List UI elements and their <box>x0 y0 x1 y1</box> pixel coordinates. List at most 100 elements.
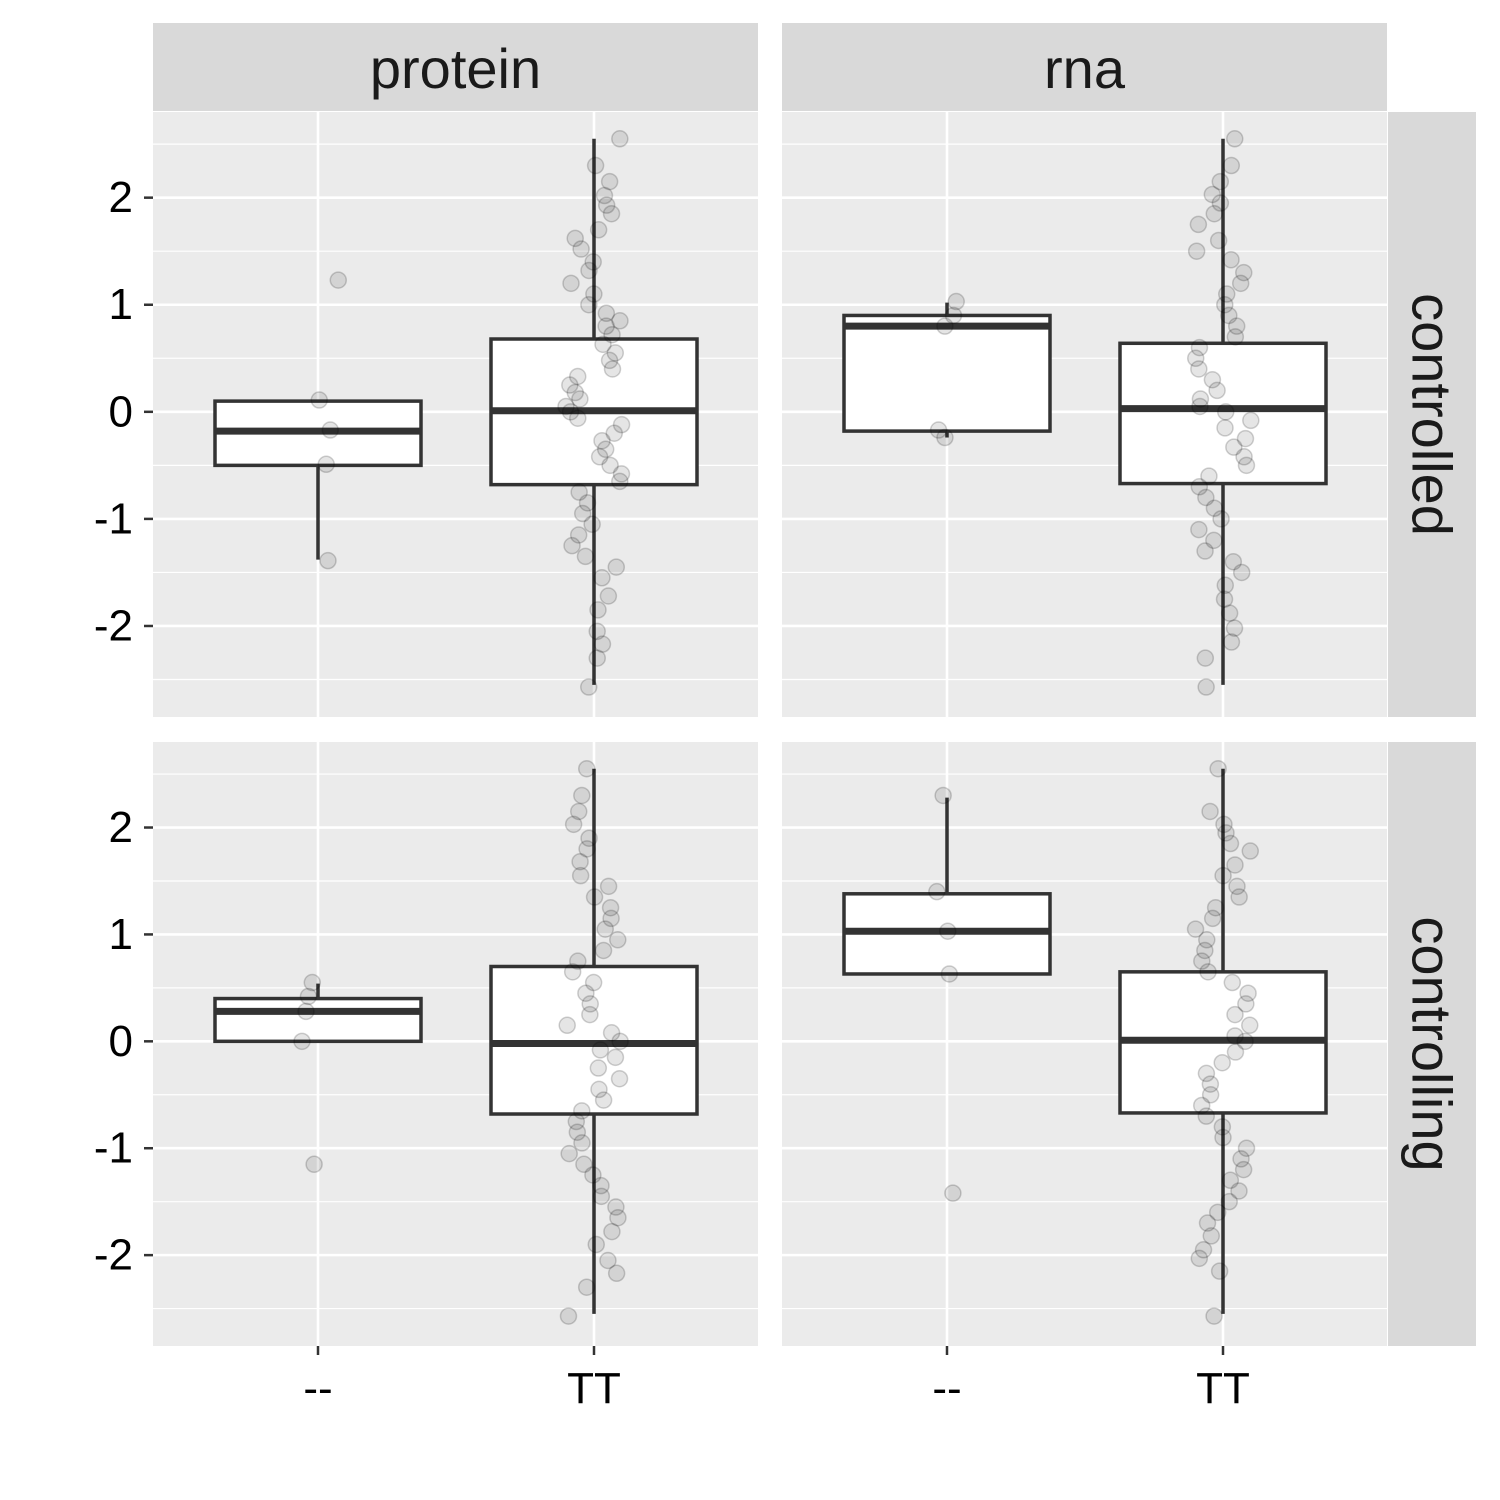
data-point <box>1186 349 1205 368</box>
data-point <box>321 421 340 439</box>
data-point <box>568 1123 587 1141</box>
data-point <box>602 1024 621 1042</box>
data-point <box>1217 824 1235 842</box>
data-point <box>936 317 954 335</box>
data-point <box>560 1144 578 1163</box>
data-point <box>1232 563 1251 582</box>
data-point <box>596 440 615 459</box>
panel-protein-controlling <box>153 742 758 1346</box>
data-point <box>1192 1096 1211 1115</box>
y-tick-label: -2 <box>94 601 133 650</box>
data-point <box>590 448 609 466</box>
data-point <box>1201 1086 1220 1104</box>
row-strip-controlled: controlled <box>1388 112 1476 717</box>
data-point <box>579 678 598 696</box>
data-point <box>1220 1192 1238 1211</box>
row-strip-label: controlling <box>1401 916 1464 1171</box>
data-point <box>605 424 624 442</box>
data-point <box>1230 888 1248 906</box>
data-point <box>940 965 959 983</box>
data-point <box>1222 251 1240 269</box>
data-point <box>1209 759 1227 778</box>
data-point <box>606 1048 625 1067</box>
data-point <box>559 1307 578 1325</box>
data-point <box>939 922 957 940</box>
panel-rna-controlling <box>782 742 1387 1346</box>
data-point <box>601 456 619 475</box>
data-point <box>587 1235 605 1254</box>
data-point <box>585 285 603 303</box>
y-tick-label: 0 <box>109 1017 133 1066</box>
data-point <box>1201 1075 1220 1093</box>
data-point <box>1190 360 1208 378</box>
data-point <box>594 335 612 354</box>
data-point <box>609 931 627 949</box>
box-dashdash <box>213 983 423 1044</box>
data-point <box>610 1069 629 1088</box>
data-point <box>584 973 603 992</box>
data-point <box>571 866 590 885</box>
data-point <box>1193 952 1211 970</box>
data-point <box>1226 130 1244 148</box>
data-point <box>1241 842 1260 860</box>
data-point <box>592 1176 610 1195</box>
box-TT <box>1118 768 1328 1314</box>
y-tick-label: 2 <box>109 173 133 222</box>
data-point <box>1221 834 1240 853</box>
data-point <box>589 221 608 239</box>
data-point <box>1217 285 1236 303</box>
data-point <box>581 995 599 1013</box>
data-point <box>593 569 611 587</box>
box-iqr <box>213 996 423 1044</box>
data-point <box>603 360 622 378</box>
data-point <box>1220 604 1239 622</box>
data-point <box>597 196 616 214</box>
row-strip-label: controlled <box>1401 293 1464 536</box>
data-point <box>592 1187 611 1206</box>
data-point <box>563 536 581 555</box>
data-point <box>562 274 580 293</box>
data-point <box>1221 1171 1240 1190</box>
data-point <box>936 428 954 447</box>
data-point <box>1196 649 1215 667</box>
row-strip-controlling: controlling <box>1388 742 1476 1346</box>
column-strip-background <box>153 23 758 111</box>
data-point <box>1211 172 1230 191</box>
y-tick-label: -1 <box>94 1124 133 1173</box>
data-point <box>590 1080 608 1099</box>
data-point <box>1205 1307 1223 1325</box>
data-point <box>603 1222 621 1241</box>
data-point <box>1216 295 1234 314</box>
x-tick-label: TT <box>567 1364 621 1413</box>
data-point <box>1226 1027 1244 1045</box>
data-point <box>578 494 597 512</box>
data-point <box>1232 1150 1250 1168</box>
data-point <box>1224 552 1243 571</box>
data-point <box>611 312 629 330</box>
data-point <box>566 229 584 248</box>
data-point <box>561 403 580 421</box>
box-TT <box>489 768 699 1314</box>
data-point <box>1222 156 1241 175</box>
data-point <box>1227 317 1246 335</box>
data-point <box>599 877 618 896</box>
row-strip-background <box>1388 112 1476 717</box>
data-point <box>612 465 631 483</box>
x-tick-label: -- <box>932 1364 961 1413</box>
data-point <box>563 963 582 981</box>
data-point <box>567 1112 586 1131</box>
data-point <box>1216 576 1235 595</box>
data-point <box>594 941 613 960</box>
data-point <box>573 504 592 523</box>
data-point <box>593 635 612 653</box>
y-tick-label: -1 <box>94 494 133 543</box>
data-point <box>1208 1203 1227 1222</box>
data-point <box>573 786 591 805</box>
data-point <box>1187 242 1206 260</box>
data-point <box>1214 1128 1232 1147</box>
data-point <box>1190 1249 1209 1268</box>
data-point <box>1215 815 1233 834</box>
data-point <box>1197 1064 1216 1083</box>
data-point <box>1203 185 1222 204</box>
